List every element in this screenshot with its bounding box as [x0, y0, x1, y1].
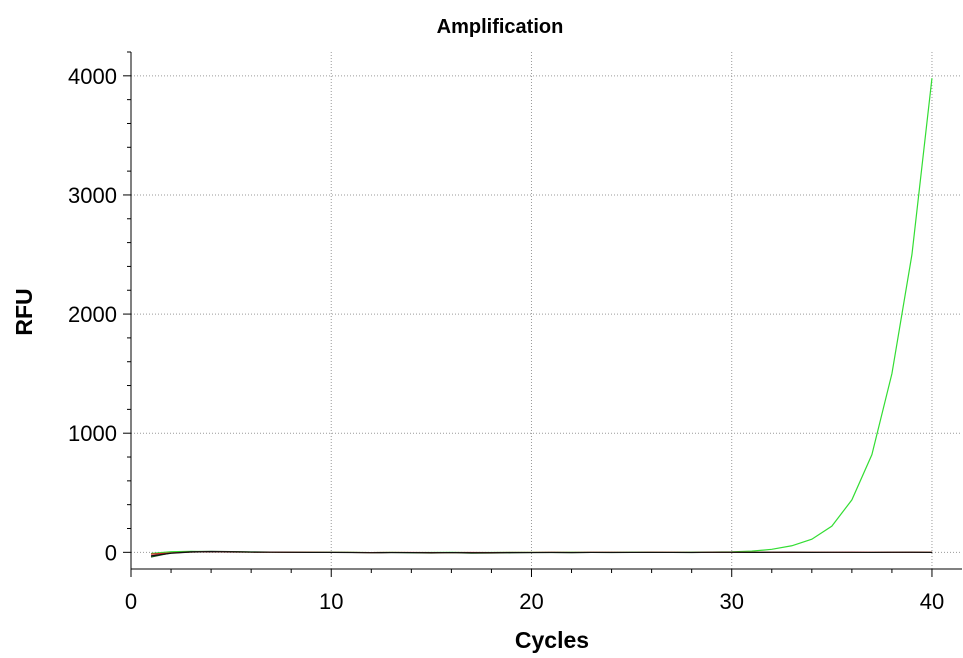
y-tick-label: 2000 [68, 302, 117, 327]
series-line-1 [150, 78, 933, 555]
y-tick-label: 1000 [68, 421, 117, 446]
x-tick-label: 10 [319, 589, 343, 614]
axes [123, 51, 962, 577]
series-lines [150, 78, 933, 558]
x-tick-label: 20 [519, 589, 543, 614]
tick-labels: 0 10 20 30 40 0 1000 2000 3000 4000 [68, 64, 944, 614]
y-axis-label: RFU [11, 288, 37, 335]
y-tick-label: 4000 [68, 64, 117, 89]
series-line-4 [150, 551, 932, 557]
x-tick-label: 30 [719, 589, 743, 614]
x-axis-label: Cycles [515, 627, 589, 653]
y-tick-label: 3000 [68, 183, 117, 208]
x-tick-label: 40 [920, 589, 944, 614]
x-tick-label: 0 [125, 589, 137, 614]
grid [131, 52, 962, 569]
y-tick-label: 0 [105, 540, 117, 565]
chart-title: Amplification [437, 16, 564, 38]
